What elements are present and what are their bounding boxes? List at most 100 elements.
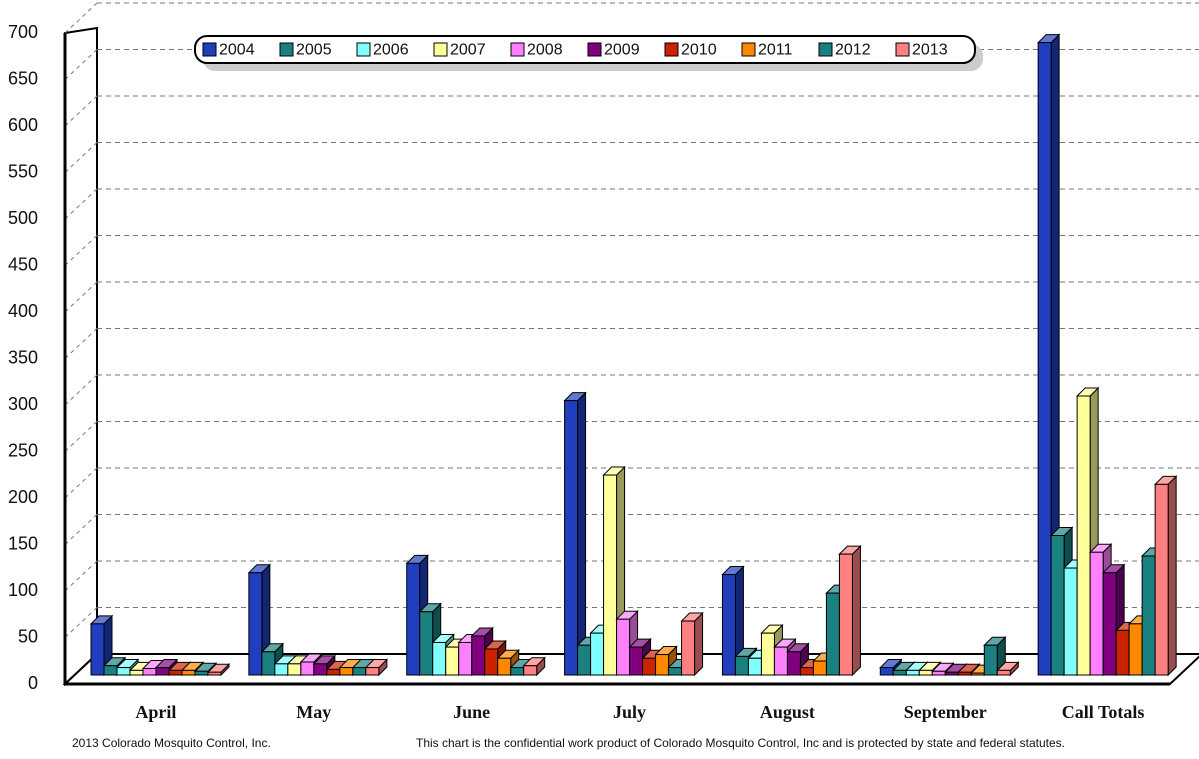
bar-front <box>194 670 209 676</box>
bar-front <box>721 574 736 676</box>
bar-front <box>352 667 367 676</box>
bar-front <box>1076 395 1091 676</box>
x-tick-label: June <box>453 702 490 722</box>
disclaimer: This chart is the confidential work prod… <box>416 736 1065 750</box>
bar-front <box>181 669 196 676</box>
legend-label: 2006 <box>373 42 409 59</box>
bar-front <box>339 667 354 676</box>
bar <box>838 544 862 677</box>
y-tick-label: 0 <box>28 673 38 693</box>
bar-front <box>773 646 788 676</box>
grid-line-side <box>64 374 98 406</box>
bar-front <box>326 668 341 676</box>
bar-front <box>1128 623 1143 676</box>
x-tick-label: Call Totals <box>1062 702 1145 722</box>
bar-front <box>577 644 592 676</box>
bar-front <box>629 646 644 676</box>
legend-swatch <box>741 42 756 57</box>
y-tick-label: 250 <box>8 440 38 460</box>
legend <box>194 35 976 64</box>
grid-line-side <box>64 560 98 592</box>
bar-front <box>497 657 512 676</box>
legend-swatch <box>664 42 679 57</box>
bar-front <box>918 669 933 676</box>
bar-front <box>983 644 998 676</box>
bar-front <box>892 669 907 676</box>
grid-line-side <box>64 49 98 80</box>
bar <box>1036 33 1061 677</box>
bar-front <box>1141 555 1156 676</box>
grid-line-side <box>64 281 98 313</box>
bar-front <box>510 667 525 676</box>
x-tick-label: July <box>613 702 646 722</box>
bar-front <box>996 669 1011 676</box>
legend-swatch <box>818 42 833 57</box>
credit: 2013 Colorado Mosquito Control, Inc. <box>72 736 271 750</box>
bar-front <box>1063 567 1078 676</box>
legend-swatch <box>356 42 371 57</box>
bar-front <box>103 665 118 676</box>
bar-front <box>957 671 972 676</box>
x-tick-label: September <box>904 702 987 722</box>
x-tick-label: May <box>296 702 331 722</box>
x-tick-label: April <box>135 702 176 722</box>
bar-front <box>313 663 328 676</box>
grid-line-side <box>64 328 98 359</box>
bar-front <box>655 654 670 676</box>
bar-front <box>471 635 486 676</box>
bar-side <box>1167 475 1177 677</box>
legend-label: 2013 <box>912 42 948 59</box>
bar <box>721 565 745 677</box>
bar-front <box>155 667 170 676</box>
grid-line-side <box>64 188 98 220</box>
bar-front <box>365 667 380 676</box>
legend-label: 2005 <box>296 42 332 59</box>
bar <box>522 656 546 677</box>
legend-swatch <box>510 42 525 57</box>
bar-front <box>248 572 263 676</box>
legend-label: 2007 <box>450 42 486 59</box>
bar <box>680 611 704 677</box>
bar-front <box>287 663 302 676</box>
bar-front <box>458 641 473 676</box>
bar-side <box>851 544 861 677</box>
grid-line-side <box>64 95 98 127</box>
y-tick-label: 550 <box>8 161 38 181</box>
bar-front <box>642 657 657 676</box>
bar-front <box>564 400 579 676</box>
legend-swatch <box>895 42 910 57</box>
bar-front <box>523 665 538 676</box>
bar-front <box>603 474 618 676</box>
bar-front <box>445 646 460 676</box>
bar <box>89 614 114 677</box>
legend-label: 2011 <box>758 42 793 59</box>
bar-front <box>1115 629 1130 676</box>
legend-swatch <box>279 42 294 57</box>
x-tick-label: August <box>760 702 815 722</box>
bar-front <box>734 655 749 676</box>
legend-label: 2008 <box>527 42 563 59</box>
y-tick-label: 100 <box>8 580 38 600</box>
bar-front <box>590 632 605 676</box>
bar-front <box>1037 42 1052 676</box>
grid-line-side <box>64 235 98 266</box>
y-tick-label: 50 <box>18 626 38 646</box>
bar-front <box>419 611 434 676</box>
bar-front <box>261 651 276 676</box>
y-tick-label: 500 <box>8 208 38 228</box>
bar-front <box>681 620 696 676</box>
bar-front <box>1154 483 1169 676</box>
bar-front <box>300 661 315 676</box>
bar-front <box>825 592 840 676</box>
bar-front <box>207 671 222 676</box>
bar-front <box>760 632 775 676</box>
legend-label: 2009 <box>604 42 640 59</box>
bar-front <box>799 667 814 676</box>
bar-front <box>879 667 894 676</box>
bar <box>563 391 587 677</box>
bar-front <box>838 553 853 676</box>
grid-line-side <box>64 467 98 499</box>
bar-front <box>90 623 105 676</box>
bar-front <box>905 669 920 676</box>
